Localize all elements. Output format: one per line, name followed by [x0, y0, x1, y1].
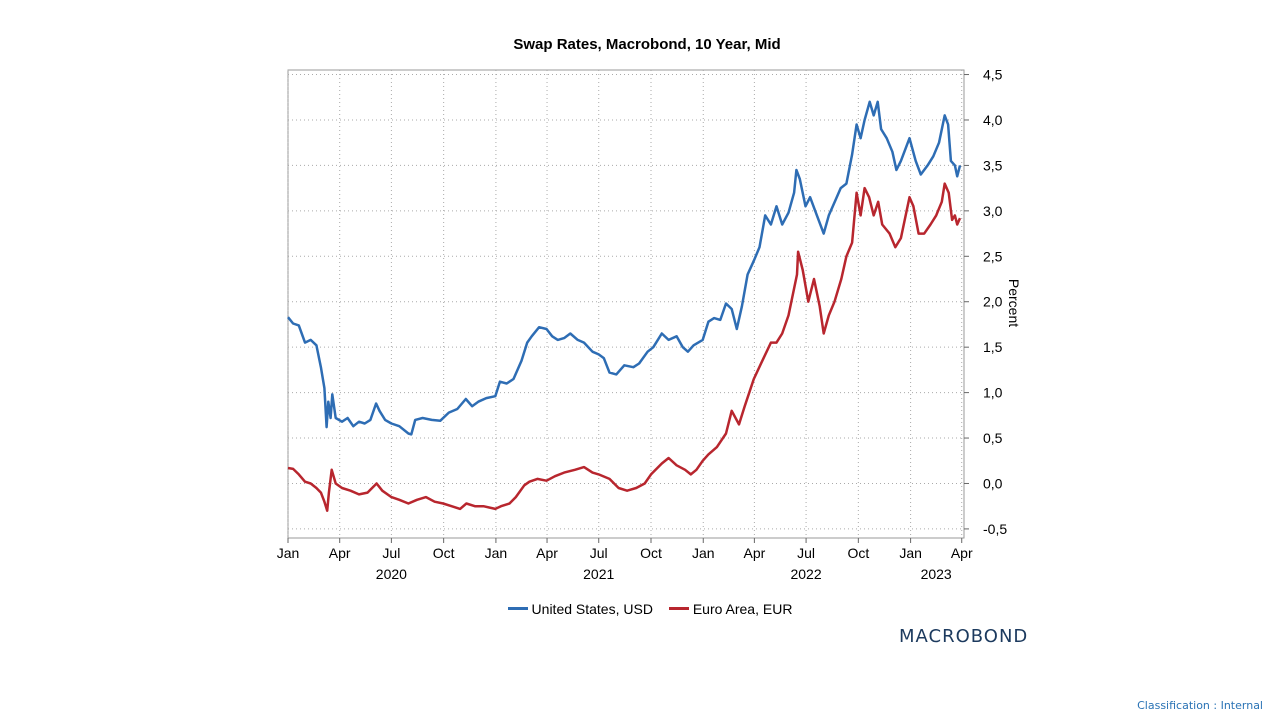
x-tick-label: Apr	[536, 545, 558, 561]
x-tick-label: Jan	[899, 545, 922, 561]
y-tick-label: 2,0	[983, 294, 1003, 310]
axes: 4,5 4,0 3,5 3,0 2,5 2,0 1,5 1,0 0,5 0,0 -0,5 Jan Apr…	[277, 67, 1008, 582]
legend-swatch-us	[507, 607, 528, 610]
x-year-label: 2022	[790, 566, 821, 582]
legend-swatch-eur	[668, 607, 689, 610]
legend-label-eur: Euro Area, EUR	[692, 600, 793, 617]
y-tick-label: 0,5	[983, 430, 1003, 446]
x-tick-label: Oct	[433, 545, 455, 561]
grid-lines	[287, 70, 964, 538]
x-year-label: 2023	[921, 566, 952, 582]
y-tick-label: 0,0	[983, 475, 1003, 491]
x-tick-label: Apr	[951, 545, 973, 561]
y-tick-label: 4,0	[983, 112, 1003, 128]
legend: United States, USD Euro Area, EUR	[0, 597, 1280, 617]
x-tick-label: Apr	[743, 545, 765, 561]
legend-item-eur: Euro Area, EUR	[668, 600, 793, 617]
y-tick-label: 4,5	[983, 67, 1003, 83]
y-tick-label: 1,0	[983, 385, 1003, 401]
plot-frame	[287, 69, 965, 539]
x-tick-label: Jul	[382, 545, 400, 561]
x-tick-label: Jul	[797, 545, 815, 561]
x-tick-label: Oct	[847, 545, 869, 561]
x-year-label: 2021	[583, 566, 614, 582]
x-tick-label: Apr	[329, 545, 351, 561]
x-tick-label: Oct	[640, 545, 662, 561]
chart-title: Swap Rates, Macrobond, 10 Year, Mid	[513, 36, 781, 53]
y-tick-label: 2,5	[983, 248, 1003, 264]
series-lines	[287, 100, 962, 512]
y-axis-label: Percent	[1006, 279, 1022, 327]
x-tick-label: Jan	[485, 545, 508, 561]
y-tick-label: 1,5	[983, 339, 1003, 355]
y-tick-label: 3,0	[983, 203, 1003, 219]
x-tick-label: Jan	[692, 545, 715, 561]
series-line-0	[287, 100, 962, 436]
y-tick-label: -0,5	[983, 521, 1007, 537]
x-tick-label: Jul	[590, 545, 608, 561]
y-tick-label: 3,5	[983, 157, 1003, 173]
classification-label: Classification : Internal	[1137, 699, 1263, 712]
x-tick-label: Jan	[277, 545, 300, 561]
series-line-1	[287, 182, 962, 512]
legend-label-us: United States, USD	[531, 600, 653, 617]
x-year-label: 2020	[376, 566, 407, 582]
legend-item-us: United States, USD	[507, 600, 653, 617]
macrobond-logo: MACROBOND	[899, 626, 1029, 647]
